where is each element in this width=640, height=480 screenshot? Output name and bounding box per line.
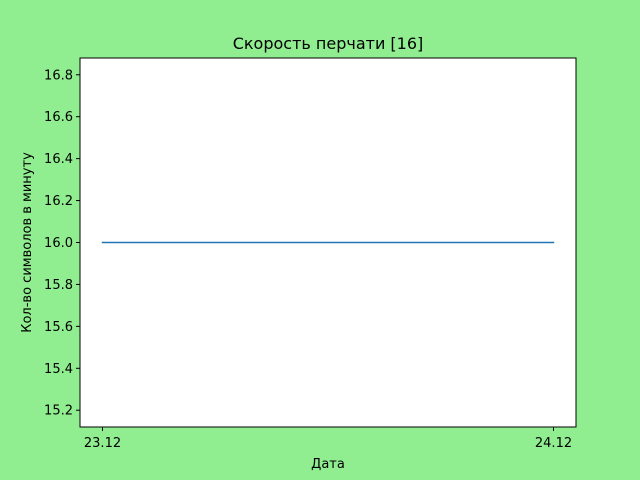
y-tick-label: 16.0 xyxy=(44,236,73,251)
y-axis-label: Кол-во символов в минуту xyxy=(20,152,35,333)
x-tick-label: 23.12 xyxy=(84,436,121,451)
y-tick-label: 16.8 xyxy=(44,68,73,83)
y-tick-label: 15.6 xyxy=(44,320,73,335)
x-axis-label: Дата xyxy=(311,457,345,472)
y-tick-label: 16.4 xyxy=(44,152,73,167)
y-tick-label: 16.6 xyxy=(44,110,73,125)
y-axis-ticks: 15.2 15.4 15.6 15.8 16.0 16.2 16.4 16.6 16.8 xyxy=(44,68,80,419)
y-tick-label: 15.8 xyxy=(44,278,73,293)
x-tick-label: 24.12 xyxy=(535,436,572,451)
y-tick-label: 15.4 xyxy=(44,362,73,377)
y-tick-label: 16.2 xyxy=(44,194,73,209)
chart-title: Скорость перчати [16] xyxy=(233,34,424,53)
x-axis-ticks: 23.12 24.12 xyxy=(84,427,572,451)
y-tick-label: 15.2 xyxy=(44,404,73,419)
